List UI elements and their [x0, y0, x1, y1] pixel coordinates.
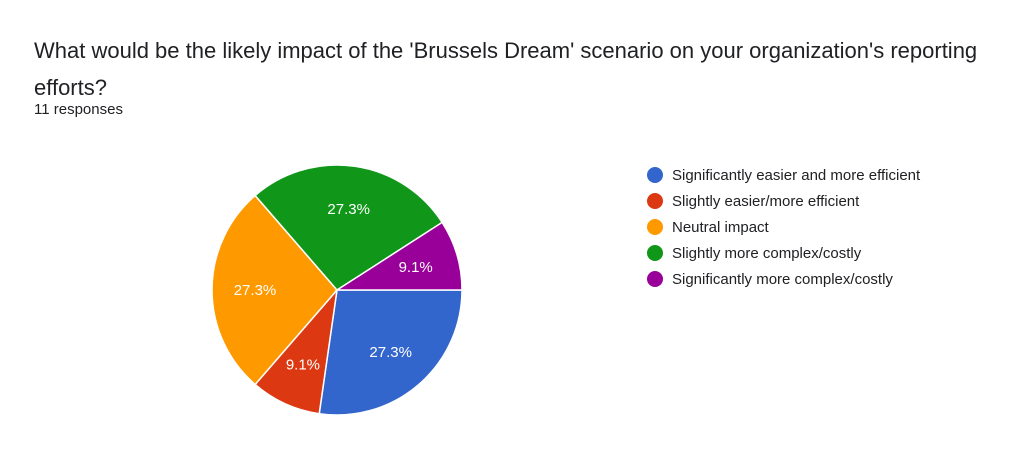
response-count: 11 responses: [34, 101, 123, 118]
legend-item: Significantly more complex/costly: [647, 266, 920, 292]
legend-color-dot: [647, 193, 663, 209]
legend-item: Slightly more complex/costly: [647, 240, 920, 266]
legend-item: Significantly easier and more efficient: [647, 162, 920, 188]
pie-slice: [334, 221, 463, 291]
legend-label: Significantly easier and more efficient: [672, 166, 921, 184]
pie-slice: [254, 164, 444, 291]
question-title: What would be the likely impact of the '…: [34, 38, 978, 100]
pie-slice: [318, 289, 463, 416]
legend-label: Neutral impact: [672, 218, 769, 236]
chart-legend: Significantly easier and more efficient S…: [647, 162, 920, 292]
legend-label: Significantly more complex/costly: [672, 270, 893, 288]
legend-color-dot: [647, 219, 663, 235]
pie-slice: [211, 194, 338, 386]
legend-label: Slightly more complex/costly: [672, 244, 862, 262]
slice-percent-label: 27.3%: [327, 201, 370, 218]
legend-item: Slightly easier/more efficient: [647, 188, 920, 214]
slice-percent-label: 27.3%: [369, 344, 412, 361]
slice-percent-label: 9.1%: [399, 259, 433, 276]
legend-color-dot: [647, 167, 663, 183]
legend-label: Slightly easier/more efficient: [672, 192, 860, 210]
slice-percent-label: 9.1%: [286, 357, 320, 374]
legend-color-dot: [647, 271, 663, 287]
legend-item: Neutral impact: [647, 214, 920, 240]
slice-percent-label: 27.3%: [234, 282, 277, 299]
legend-color-dot: [647, 245, 663, 261]
